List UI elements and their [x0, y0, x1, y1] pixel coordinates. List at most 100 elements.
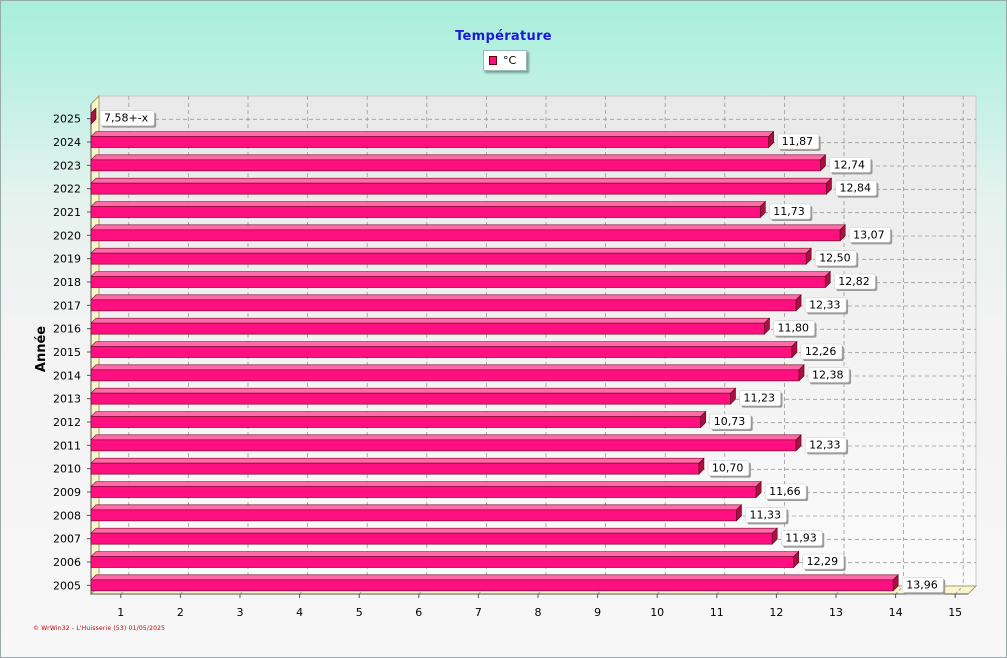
bar-top: [90, 364, 805, 371]
y-tick-label: 2008: [53, 509, 81, 522]
bar-top: [90, 504, 743, 511]
data-label: 10,73: [714, 415, 746, 428]
bar: [90, 159, 821, 172]
bar: [90, 136, 770, 148]
bar-top: [90, 271, 831, 277]
bar: [90, 462, 700, 475]
data-label: 11,73: [773, 205, 805, 218]
y-axis-title: Année: [34, 326, 49, 372]
x-tick-label: 4: [296, 606, 303, 619]
bar: [90, 392, 731, 405]
data-label-box: [99, 110, 155, 126]
data-label-box: [901, 577, 944, 593]
bar: [90, 182, 827, 195]
x-gridline-floor: [954, 585, 964, 595]
x-tick-label: 9: [594, 606, 601, 619]
legend-label: °C: [503, 54, 517, 67]
data-label-box: [707, 460, 750, 476]
credit-text: © WrWin32 - L'Huisserie (53) 01/05/2025: [33, 625, 166, 632]
data-label-box: [807, 367, 850, 383]
bar: [90, 369, 800, 382]
y-tick-label: 2020: [53, 229, 81, 242]
data-label-box: [777, 133, 819, 150]
data-label: 11,87: [782, 135, 814, 148]
data-label: 11,80: [777, 322, 809, 335]
bar-side: [791, 340, 798, 359]
y-tick-label: 2010: [53, 463, 81, 476]
y-tick-label: 2012: [53, 416, 81, 429]
y-tick-label: 2022: [53, 183, 81, 196]
x-tick-label: 10: [650, 606, 664, 619]
y-tick-label: 2023: [53, 159, 81, 172]
data-label-box: [835, 180, 877, 196]
x-tick-label: 6: [415, 606, 422, 619]
bar-top: [90, 294, 802, 301]
bar-top: [90, 247, 812, 254]
bar: [90, 229, 841, 242]
bar-top: [90, 154, 827, 161]
y-tick-label: 2017: [53, 299, 81, 312]
data-label-box: [848, 227, 891, 243]
bar-side: [698, 457, 705, 475]
data-label-box: [709, 413, 752, 430]
bar-top: [90, 387, 737, 394]
bar-top: [90, 131, 775, 137]
y-tick-label: 2025: [53, 113, 81, 126]
x-tick-label: 8: [535, 606, 542, 619]
bar: [90, 486, 757, 498]
bar-side: [805, 247, 812, 265]
data-label: 13,96: [906, 578, 938, 591]
bar-side: [798, 364, 805, 382]
bar: [90, 299, 797, 312]
y-tick-label: 2021: [53, 206, 81, 219]
data-label-box: [829, 157, 871, 173]
bar: [90, 416, 702, 428]
data-label: 11,66: [769, 485, 801, 498]
bar: [90, 532, 773, 545]
bar-side: [839, 224, 846, 242]
bar: [90, 579, 894, 592]
y-tick-label: 2018: [53, 276, 81, 289]
data-label: 12,84: [839, 182, 871, 195]
x-tick-label: 14: [889, 606, 903, 619]
y-tick-label: 2007: [53, 533, 81, 546]
bar-side: [824, 270, 831, 289]
data-label: 11,23: [744, 392, 776, 405]
bar: [90, 252, 807, 265]
bar: [90, 439, 797, 452]
bar: [90, 322, 765, 335]
y-tick-label: 2013: [53, 393, 81, 406]
bar: [90, 276, 826, 288]
data-label: 12,33: [809, 298, 841, 311]
bar-top: [90, 481, 762, 487]
y-tick-label: 2016: [53, 323, 81, 336]
y-tick-label: 2024: [53, 136, 81, 149]
data-label-box: [804, 297, 847, 313]
bar-side: [795, 434, 802, 452]
bar-side: [760, 200, 766, 219]
bar-top: [90, 457, 705, 464]
data-label: 12,38: [812, 368, 844, 381]
y-tick-label: 2005: [53, 579, 81, 592]
bar-top: [90, 411, 707, 417]
bar-side: [736, 504, 742, 522]
legend-swatch: [489, 56, 497, 65]
x-tick-label: 1: [117, 606, 124, 619]
bar: [90, 206, 761, 218]
bar-side: [755, 480, 762, 499]
data-label-box: [780, 530, 823, 546]
chart-title: Température: [455, 29, 552, 44]
x-tick-label: 12: [769, 606, 783, 619]
bar-side: [793, 550, 799, 569]
data-label: 12,50: [819, 252, 851, 265]
x-tick-label: 15: [948, 606, 962, 619]
bar-side: [771, 527, 778, 545]
data-label-box: [739, 390, 781, 406]
x-tick-label: 13: [829, 606, 843, 619]
data-label-box: [800, 343, 843, 360]
bar-side: [892, 574, 899, 592]
data-label: 12,29: [807, 555, 839, 568]
data-label-box: [833, 273, 876, 290]
